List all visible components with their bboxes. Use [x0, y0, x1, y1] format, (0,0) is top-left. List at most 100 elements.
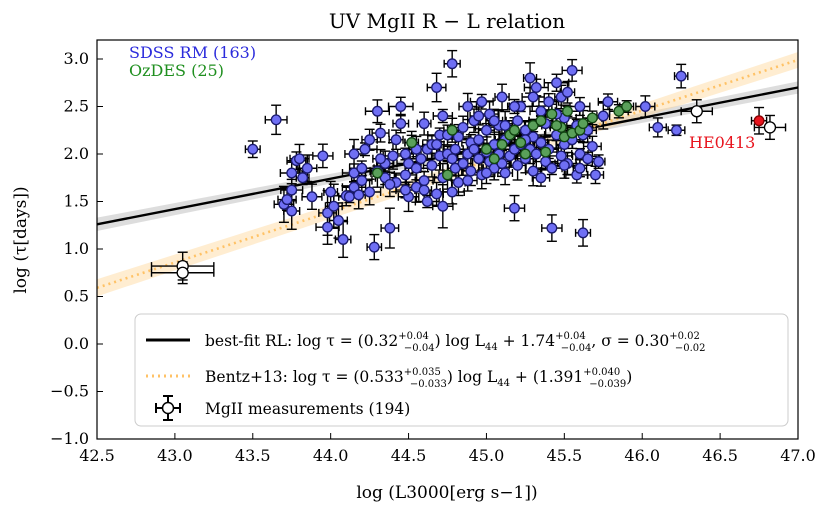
- data-point-sdss: [488, 115, 500, 127]
- data-point-sdss: [418, 175, 430, 187]
- data-point-sdss: [499, 167, 511, 179]
- data-point-sdss: [577, 227, 589, 239]
- data-point-sdss: [509, 202, 520, 214]
- y-tick-label: 1.5: [64, 192, 89, 211]
- data-point-sdss: [337, 234, 349, 245]
- x-axis-label: log (L3000[erg s−1]): [356, 483, 537, 503]
- data-point-sdss: [322, 221, 334, 233]
- data-point-sdss: [530, 82, 542, 93]
- legend-fit-label: best-fit RL: log τ = (0.32+0.04 −0.04) lo…: [205, 331, 706, 354]
- data-point-sdss: [348, 167, 360, 179]
- data-point-sdss: [480, 167, 492, 179]
- data-point-sdss: [431, 82, 443, 93]
- data-point-ozdes: [586, 112, 598, 124]
- data-point-ozdes: [496, 139, 508, 150]
- data-point-sdss: [582, 153, 594, 165]
- data-point-sdss: [555, 150, 567, 162]
- x-tick-label: 43.5: [235, 446, 271, 465]
- data-point-sdss: [375, 127, 386, 139]
- data-point-sdss: [364, 186, 376, 198]
- data-point-sdss: [328, 200, 340, 212]
- data-point-sdss: [675, 70, 687, 82]
- error-bar: [301, 183, 323, 211]
- data-point-sdss: [590, 169, 601, 181]
- data-point-sdss: [286, 205, 298, 217]
- data-point-sdss: [286, 167, 298, 179]
- data-point-sdss: [437, 200, 449, 212]
- data-point-sdss: [602, 96, 614, 108]
- chart-title: UV MgII R − L relation: [329, 9, 565, 33]
- plot-frame: [96, 39, 799, 440]
- data-point-sdss: [551, 77, 562, 89]
- data-point-sdss: [359, 143, 371, 155]
- data-point-sdss: [343, 191, 355, 203]
- data-point-sdss: [524, 72, 536, 84]
- data-point-sdss: [437, 110, 449, 122]
- y-tick-label: 1.0: [64, 239, 89, 258]
- data-point-sdss: [395, 101, 407, 112]
- data-point-sdss: [509, 101, 520, 112]
- data-point-sdss: [546, 222, 558, 234]
- data-point-sdss: [333, 215, 344, 226]
- data-point-sdss: [462, 101, 474, 112]
- data-point-sdss: [652, 121, 664, 133]
- data-point-sdss: [306, 191, 318, 203]
- data-point-sdss: [473, 134, 485, 146]
- data-point-sdss: [399, 169, 411, 181]
- data-point-sdss: [356, 175, 368, 187]
- data-point-ozdes: [527, 120, 539, 131]
- data-point-sdss: [558, 159, 570, 171]
- data-point-ozdes: [515, 137, 527, 149]
- data-point-ozdes: [406, 137, 418, 149]
- data-point-sdss: [457, 121, 469, 133]
- data-point-sdss: [574, 101, 586, 112]
- data-point-sdss: [671, 124, 682, 136]
- y-ticks: −1.0 −0.5 0.0 0.5 1.0 1.5 2.0 2.5 3.0: [50, 49, 103, 448]
- data-point-sdss: [527, 91, 539, 103]
- legend-box: [134, 313, 789, 427]
- corner-label-ozdes: OzDES (25): [129, 61, 224, 80]
- legend-bentz-label: Bentz+13: log τ = (0.533+0.035 −0.033) lo…: [205, 367, 632, 390]
- data-point-sdss: [546, 162, 558, 174]
- data-point-sdss: [476, 96, 488, 108]
- data-point-sdss: [353, 189, 365, 201]
- data-point-sdss: [418, 184, 430, 196]
- data-point-sdss: [543, 96, 555, 108]
- data-point-sdss: [297, 172, 309, 184]
- data-point-sdss: [387, 150, 399, 162]
- data-point-sdss: [431, 139, 443, 150]
- x-tick-label: 45.5: [547, 446, 583, 465]
- data-point-sdss: [426, 159, 438, 171]
- data-point-sdss: [294, 153, 305, 165]
- x-tick-label: 46.5: [702, 446, 738, 465]
- data-point-sdss: [348, 148, 360, 160]
- x-tick-label: 42.5: [79, 446, 115, 465]
- data-point-sdss: [473, 110, 485, 122]
- data-point-sdss: [499, 120, 511, 131]
- data-point-sdss: [574, 148, 586, 160]
- data-point-literature: [690, 105, 703, 118]
- data-point-sdss: [566, 64, 578, 76]
- data-point-sdss: [452, 131, 464, 143]
- data-point-ozdes: [561, 105, 573, 117]
- data-point-ozdes: [551, 120, 562, 131]
- data-point-sdss: [480, 124, 492, 136]
- data-point-ozdes: [535, 115, 547, 127]
- data-point-sdss: [473, 153, 485, 165]
- data-point-sdss: [270, 114, 282, 126]
- error-bar: [264, 104, 288, 136]
- y-tick-label: 3.0: [64, 49, 89, 68]
- data-point-sdss: [399, 184, 411, 196]
- data-point-sdss: [415, 153, 427, 165]
- data-point-sdss: [446, 186, 458, 198]
- data-point-sdss: [301, 162, 313, 174]
- x-tick-label: 44.0: [313, 446, 349, 465]
- data-point-sdss: [317, 150, 329, 162]
- data-point-sdss: [574, 162, 586, 174]
- data-point-literature: [763, 121, 777, 134]
- y-tick-label: 2.5: [64, 97, 89, 116]
- data-point-sdss: [281, 194, 293, 206]
- data-point-ozdes: [540, 146, 552, 158]
- data-point-ozdes: [480, 143, 492, 155]
- data-point-ozdes: [546, 108, 558, 120]
